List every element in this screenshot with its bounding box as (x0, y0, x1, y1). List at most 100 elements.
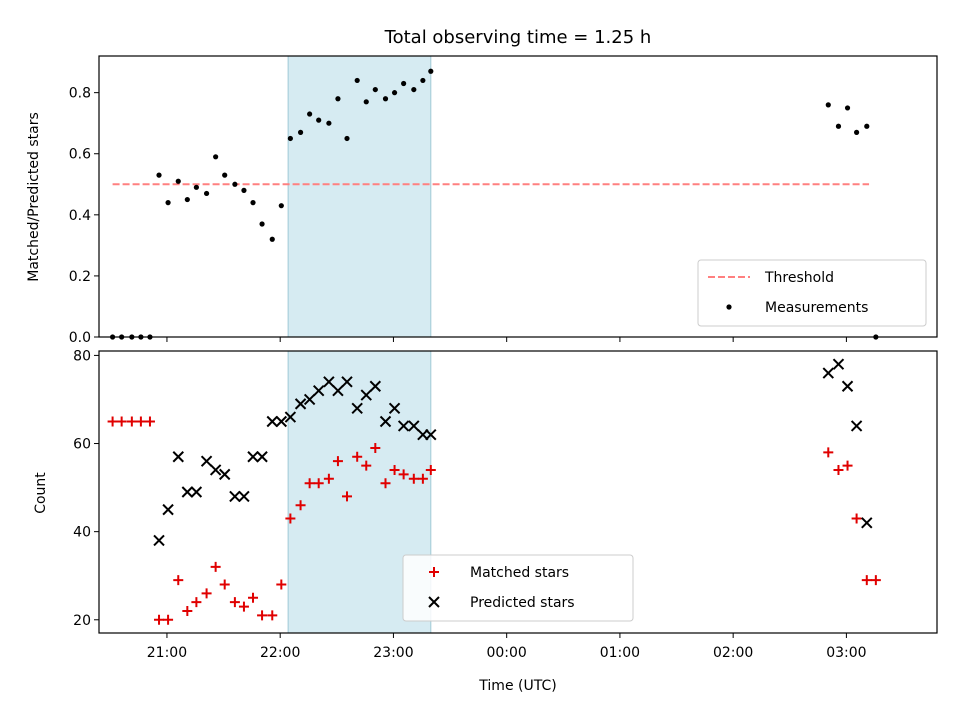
matched-star-point (173, 575, 184, 586)
predicted-star-point (850, 420, 863, 432)
y-tick-label: 40 (73, 525, 91, 541)
matched-star-point (342, 491, 353, 502)
predicted-star-point (379, 415, 392, 428)
matched-star-point (851, 513, 862, 524)
predicted-star-point (832, 358, 845, 370)
predicted-star-point (181, 486, 194, 498)
measurement-point (278, 203, 284, 209)
predicted-star-point (351, 402, 363, 414)
matched-star-point (135, 416, 146, 427)
ratio-legend: Threshold Measurements (697, 259, 927, 327)
y-tick-label: 60 (73, 437, 91, 453)
x-tick-label: 03:00 (826, 645, 866, 661)
measurement-point (382, 96, 389, 102)
matched-star-point (116, 416, 127, 427)
measurement-point (222, 172, 228, 178)
predicted-star-point (162, 503, 174, 516)
predicted-star-point (209, 464, 222, 476)
matched-star-point (238, 601, 249, 612)
legend-box (402, 554, 634, 622)
matched-star-point (823, 447, 834, 458)
predicted-star-point (388, 402, 401, 414)
matched-star-point (389, 464, 400, 475)
legend-label: Measurements (765, 300, 868, 316)
legend-label: Matched stars (470, 565, 569, 581)
x-tick-label: 23:00 (373, 645, 413, 661)
y-tick-label: 0.0 (69, 330, 91, 346)
measurement-point (420, 77, 426, 84)
y-tick-label: 0.8 (69, 86, 91, 102)
count-y-label: Count (33, 472, 49, 514)
matched-star-point (425, 464, 436, 475)
matched-star-point (833, 464, 844, 475)
matched-star-point (126, 416, 137, 427)
measurement-point (844, 105, 851, 111)
measurement-point (213, 154, 219, 160)
figure-title: Total observing time = 1.25 h (384, 27, 652, 48)
measurement-point (307, 111, 313, 117)
predicted-star-point (341, 376, 353, 388)
count-y-axis: 20 40 60 80 (73, 348, 99, 629)
x-tick-label: 22:00 (260, 645, 300, 661)
predicted-star-point (822, 367, 834, 379)
measurement-point (428, 68, 434, 74)
measurement-point (335, 96, 341, 102)
measurement-point (853, 129, 860, 135)
count-x-axis: 21:00 22:00 23:00 00:00 01:00 02:00 03:00 (147, 633, 867, 661)
matched-star-point (107, 416, 118, 427)
measurement-point (372, 86, 378, 93)
matched-star-point (332, 456, 343, 467)
matched-star-point (276, 579, 287, 590)
matched-star-point (370, 442, 381, 453)
predicted-star-point (238, 490, 250, 503)
ratio-y-axis: 0.0 0.2 0.4 0.6 0.8 (69, 86, 99, 346)
matched-star-point (219, 579, 230, 590)
matched-star-point (295, 500, 306, 511)
predicted-star-point (229, 490, 241, 503)
predicted-star-point (218, 468, 231, 481)
matched-star-point (361, 460, 372, 471)
y-tick-label: 20 (73, 613, 91, 629)
measurement-point (401, 80, 407, 87)
y-tick-label: 0.4 (69, 208, 91, 224)
predicted-star-point (408, 420, 420, 432)
measurement-point (297, 129, 304, 135)
legend-box (697, 259, 927, 327)
predicted-star-point (841, 380, 854, 392)
ratio-x-axis (166, 337, 847, 342)
count-legend: Matched stars Predicted stars (402, 554, 634, 622)
measurement-point (411, 86, 417, 93)
matched-star-point (154, 614, 165, 625)
matched-star-point (210, 561, 221, 572)
measurement-point (316, 117, 322, 123)
matched-star-point (257, 610, 268, 621)
predicted-star-point (247, 451, 259, 463)
matched-star-point (398, 469, 409, 480)
matched-star-point (201, 588, 212, 599)
x-tick-label: 01:00 (600, 645, 640, 661)
ratio-axes-frame (98, 55, 938, 338)
count-x-label: Time (UTC) (478, 678, 556, 694)
measurement-point (825, 102, 831, 108)
predicted-star-point (275, 415, 288, 428)
predicted-star-point (332, 384, 344, 397)
measurement-point (184, 196, 190, 203)
measurement-point (203, 190, 210, 197)
matched-star-point (182, 605, 193, 616)
x-tick-label: 21:00 (147, 645, 187, 661)
measurement-point (354, 77, 360, 84)
predicted-star-point (200, 455, 213, 467)
measurement-point (232, 181, 238, 187)
matched-star-point (267, 610, 278, 621)
predicted-star-point (190, 486, 203, 498)
predicted-star-point (397, 420, 410, 432)
x-tick-label: 02:00 (713, 645, 753, 661)
x-tick-label: 00:00 (486, 645, 526, 661)
matched-star-point (429, 567, 439, 577)
count-axes-frame (98, 350, 938, 634)
matched-star-point (417, 473, 428, 484)
predicted-star-point (172, 451, 184, 463)
measurement-point (175, 178, 181, 184)
matched-star-point (842, 460, 853, 471)
